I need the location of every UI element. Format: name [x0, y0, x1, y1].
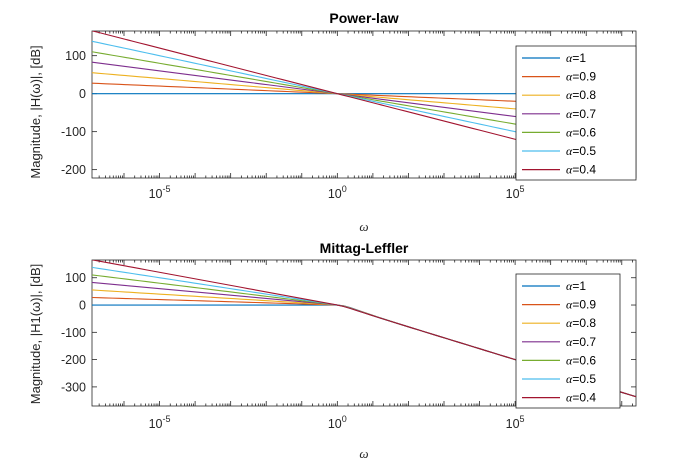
- mittag-leffler-ytick-label: -200: [61, 353, 86, 367]
- power-law-legend-alpha-symbol: α: [566, 51, 573, 65]
- mittag-leffler-legend-value: =0.7: [572, 335, 596, 349]
- power-law-legend-label: α=0.6: [566, 125, 596, 139]
- power-law-legend-box: [515, 45, 637, 181]
- power-law-xtick-base: 10: [506, 187, 520, 201]
- mittag-leffler-legend-label: α=1: [566, 279, 586, 293]
- mittag-leffler-legend-alpha-symbol: α: [566, 372, 573, 386]
- mittag-leffler-xtick-exponent: -5: [163, 414, 171, 424]
- power-law-xtick-label: 105: [506, 184, 525, 201]
- power-law-xtick-label: 100: [328, 184, 347, 201]
- mittag-leffler-legend-value: =0.5: [572, 372, 596, 386]
- mittag-leffler-legend-alpha-symbol: α: [566, 316, 573, 330]
- power-law-legend-value: =0.9: [572, 70, 596, 84]
- mittag-leffler-legend-box: [515, 273, 621, 409]
- power-law-ytick-label: -100: [61, 125, 86, 139]
- power-law-legend-label: α=0.4: [566, 163, 596, 177]
- mittag-leffler-xtick-exponent: 0: [342, 414, 347, 424]
- power-law-subplot: Power-law Magnitude, |H(ω)|, [dB] ω 1000…: [28, 10, 637, 234]
- power-law-legend-alpha-symbol: α: [566, 163, 573, 177]
- power-law-legend-value: =0.8: [572, 88, 596, 102]
- power-law-legend-label: α=0.8: [566, 88, 596, 102]
- power-law-xtick-exponent: -5: [163, 184, 171, 194]
- mittag-leffler-legend-label: α=0.6: [566, 353, 596, 367]
- mittag-leffler-legend-label: α=0.7: [566, 335, 596, 349]
- power-law-legend-alpha-symbol: α: [566, 70, 573, 84]
- mittag-leffler-xtick-base: 10: [149, 417, 163, 431]
- power-law-legend-label: α=1: [566, 51, 586, 65]
- power-law-xtick-exponent: 0: [342, 184, 347, 194]
- mittag-leffler-legend-alpha-symbol: α: [566, 279, 573, 293]
- mittag-leffler-ylabel: Magnitude, |H1(ω)|, [dB]: [28, 264, 43, 404]
- mittag-leffler-xtick-label: 10-5: [149, 414, 171, 431]
- power-law-legend-value: =0.7: [572, 107, 596, 121]
- mittag-leffler-legend-value: =0.4: [572, 391, 596, 405]
- mittag-leffler-ytick-label: 0: [79, 299, 86, 313]
- power-law-xtick-label: 10-5: [149, 184, 171, 201]
- mittag-leffler-legend-alpha-symbol: α: [566, 335, 573, 349]
- mittag-leffler-legend-value: =0.8: [572, 316, 596, 330]
- power-law-xlabel: ω: [359, 219, 368, 234]
- mittag-leffler-legend-label: α=0.4: [566, 391, 596, 405]
- power-law-legend-label: α=0.5: [566, 144, 596, 158]
- power-law-legend-label: α=0.9: [566, 70, 596, 84]
- power-law-legend-value: =0.5: [572, 144, 596, 158]
- mittag-leffler-legend-value: =0.6: [572, 353, 596, 367]
- mittag-leffler-legend-alpha-symbol: α: [566, 391, 573, 405]
- mittag-leffler-xlabel: ω: [359, 446, 368, 461]
- mittag-leffler-subplot: Mittag-Leffler Magnitude, |H1(ω)|, [dB] …: [28, 240, 637, 461]
- mittag-leffler-title: Mittag-Leffler: [320, 240, 409, 256]
- mittag-leffler-ytick-label: -300: [61, 380, 86, 394]
- mittag-leffler-xtick-exponent: 5: [520, 414, 525, 424]
- mittag-leffler-legend-alpha-symbol: α: [566, 353, 573, 367]
- mittag-leffler-legend-value: =1: [572, 279, 586, 293]
- power-law-legend-value: =1: [572, 51, 586, 65]
- power-law-ytick-label: -200: [61, 163, 86, 177]
- mittag-leffler-ytick-label: 100: [65, 271, 86, 285]
- power-law-ylabel: Magnitude, |H(ω)|, [dB]: [28, 45, 43, 178]
- power-law-legend-value: =0.4: [572, 163, 596, 177]
- power-law-legend-value: =0.6: [572, 125, 596, 139]
- power-law-ytick-label: 0: [79, 87, 86, 101]
- mittag-leffler-xtick-label: 100: [328, 414, 347, 431]
- power-law-xtick-exponent: 5: [520, 184, 525, 194]
- power-law-ytick-label: 100: [65, 49, 86, 63]
- power-law-legend-alpha-symbol: α: [566, 88, 573, 102]
- mittag-leffler-xtick-label: 105: [506, 414, 525, 431]
- mittag-leffler-xtick-base: 10: [328, 417, 342, 431]
- mittag-leffler-xtick-base: 10: [506, 417, 520, 431]
- mittag-leffler-legend-label: α=0.5: [566, 372, 596, 386]
- power-law-legend-alpha-symbol: α: [566, 107, 573, 121]
- mittag-leffler-legend-label: α=0.9: [566, 298, 596, 312]
- power-law-legend-alpha-symbol: α: [566, 144, 573, 158]
- power-law-legend-label: α=0.7: [566, 107, 596, 121]
- mittag-leffler-legend-alpha-symbol: α: [566, 298, 573, 312]
- power-law-legend: α=1α=0.9α=0.8α=0.7α=0.6α=0.5α=0.4: [515, 45, 637, 181]
- mittag-leffler-legend-label: α=0.8: [566, 316, 596, 330]
- power-law-title: Power-law: [329, 10, 398, 26]
- mittag-leffler-legend: α=1α=0.9α=0.8α=0.7α=0.6α=0.5α=0.4: [515, 273, 621, 409]
- power-law-legend-alpha-symbol: α: [566, 125, 573, 139]
- mittag-leffler-ytick-label: -100: [61, 326, 86, 340]
- mittag-leffler-legend-value: =0.9: [572, 298, 596, 312]
- power-law-xtick-base: 10: [328, 187, 342, 201]
- power-law-xtick-base: 10: [149, 187, 163, 201]
